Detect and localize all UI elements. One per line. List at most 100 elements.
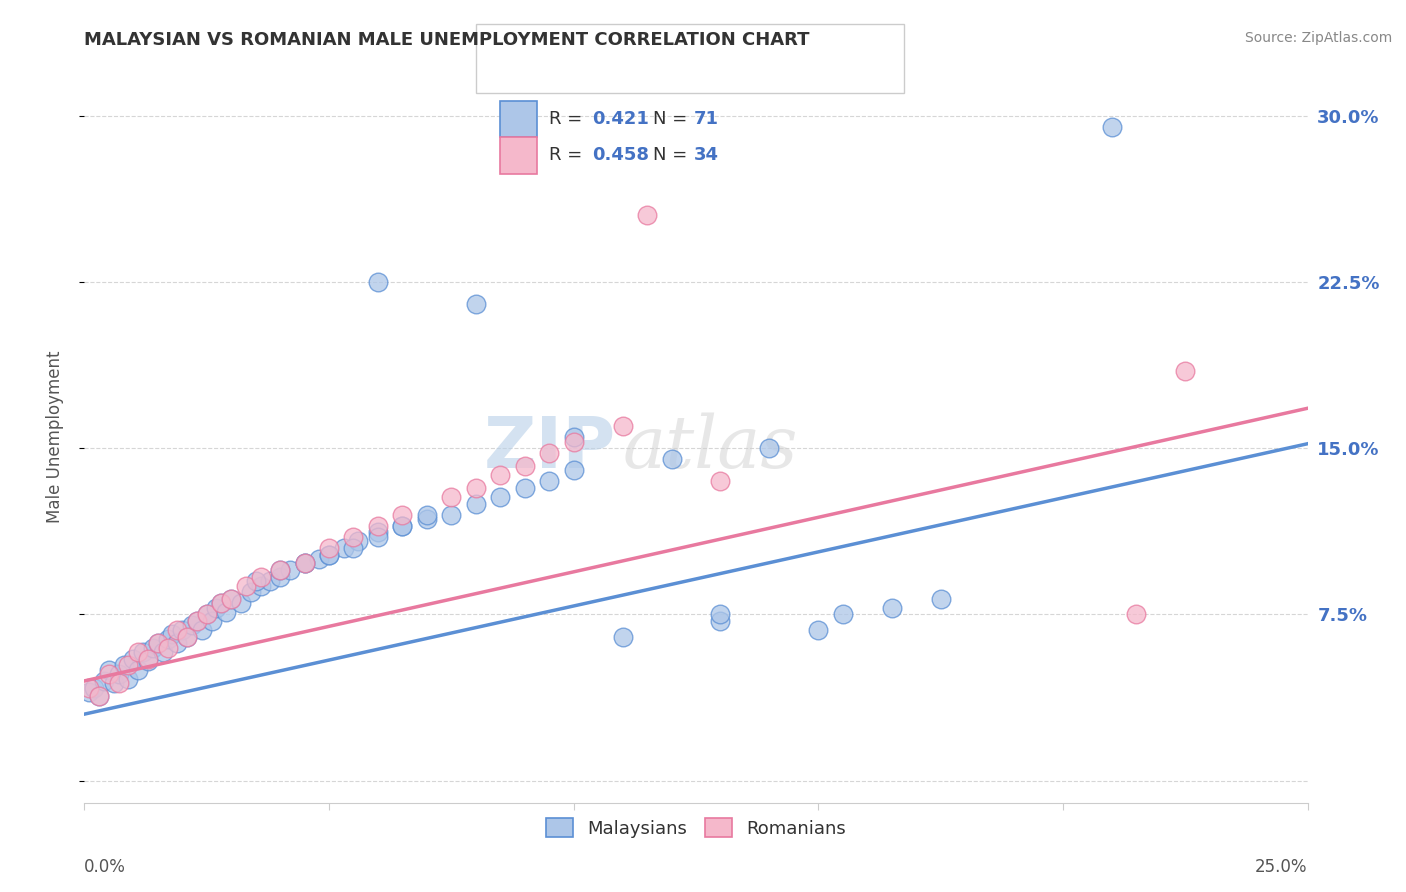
Point xyxy=(807,623,830,637)
Point xyxy=(538,475,561,489)
Point xyxy=(186,614,208,628)
Point xyxy=(342,541,364,555)
Point xyxy=(83,681,105,695)
Y-axis label: Male Unemployment: Male Unemployment xyxy=(45,351,63,524)
Point xyxy=(77,685,100,699)
Point xyxy=(245,574,267,589)
Text: 0.458: 0.458 xyxy=(592,146,650,164)
Point xyxy=(117,658,139,673)
Point xyxy=(142,640,165,655)
Point xyxy=(122,651,145,665)
Point xyxy=(249,570,271,584)
Point xyxy=(87,690,110,704)
Point xyxy=(195,607,218,622)
Text: ZIP: ZIP xyxy=(484,414,616,483)
Point xyxy=(391,508,413,522)
Point xyxy=(127,663,149,677)
Point xyxy=(239,585,262,599)
Point xyxy=(880,600,903,615)
Point xyxy=(391,518,413,533)
Legend: Malaysians, Romanians: Malaysians, Romanians xyxy=(538,811,853,845)
Point xyxy=(146,636,169,650)
Point xyxy=(229,596,252,610)
Point xyxy=(513,458,536,473)
Point xyxy=(112,658,135,673)
Point xyxy=(661,452,683,467)
Point xyxy=(191,623,214,637)
Point xyxy=(156,640,179,655)
Point xyxy=(464,497,486,511)
Point xyxy=(538,445,561,459)
Point xyxy=(195,607,218,622)
Point xyxy=(269,570,291,584)
Point xyxy=(562,463,585,477)
Point xyxy=(464,481,486,495)
Point xyxy=(176,630,198,644)
Point xyxy=(709,475,731,489)
Point xyxy=(107,676,129,690)
Point xyxy=(269,563,291,577)
Point xyxy=(166,636,188,650)
Point xyxy=(166,623,188,637)
Point xyxy=(709,614,731,628)
Text: R =: R = xyxy=(550,110,588,128)
Point xyxy=(205,600,228,615)
FancyBboxPatch shape xyxy=(475,24,904,94)
Point xyxy=(1174,363,1197,377)
Point xyxy=(1101,120,1123,134)
Point xyxy=(97,663,120,677)
Point xyxy=(209,596,232,610)
Text: 71: 71 xyxy=(693,110,718,128)
Point xyxy=(117,672,139,686)
Point xyxy=(136,654,159,668)
Point xyxy=(176,630,198,644)
Point xyxy=(294,557,316,571)
Point xyxy=(107,667,129,681)
Point xyxy=(294,557,316,571)
Point xyxy=(347,534,370,549)
Point xyxy=(489,490,512,504)
Point xyxy=(391,518,413,533)
Point xyxy=(440,508,463,522)
Point xyxy=(612,419,634,434)
Point xyxy=(162,627,184,641)
Point xyxy=(562,434,585,449)
Point xyxy=(929,591,952,606)
Point xyxy=(278,563,301,577)
Point xyxy=(367,518,389,533)
Point xyxy=(269,563,291,577)
Text: 34: 34 xyxy=(693,146,718,164)
Text: N =: N = xyxy=(654,110,693,128)
Point xyxy=(440,490,463,504)
Point xyxy=(152,645,174,659)
Point xyxy=(259,574,281,589)
Point xyxy=(342,530,364,544)
Point xyxy=(97,667,120,681)
Point xyxy=(132,645,155,659)
Point xyxy=(367,525,389,540)
Point xyxy=(235,578,257,592)
Point xyxy=(181,618,204,632)
Point xyxy=(367,275,389,289)
Point xyxy=(87,690,110,704)
Point xyxy=(318,548,340,562)
Point xyxy=(332,541,354,555)
Point xyxy=(318,541,340,555)
Point xyxy=(562,430,585,444)
Point xyxy=(219,591,242,606)
Point xyxy=(93,673,115,688)
Point xyxy=(513,481,536,495)
Bar xyxy=(501,137,537,174)
Point xyxy=(77,681,100,695)
Point xyxy=(318,548,340,562)
Point xyxy=(146,636,169,650)
Text: N =: N = xyxy=(654,146,693,164)
Text: R =: R = xyxy=(550,146,588,164)
Point xyxy=(103,676,125,690)
Point xyxy=(215,605,238,619)
Point xyxy=(186,614,208,628)
Point xyxy=(1125,607,1147,622)
Point xyxy=(489,467,512,482)
Text: MALAYSIAN VS ROMANIAN MALE UNEMPLOYMENT CORRELATION CHART: MALAYSIAN VS ROMANIAN MALE UNEMPLOYMENT … xyxy=(84,31,810,49)
Point xyxy=(416,512,439,526)
